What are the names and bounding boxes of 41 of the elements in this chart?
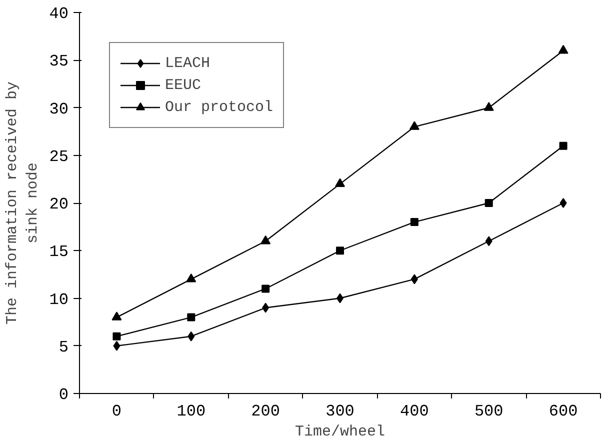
y-tick-label: 20	[49, 196, 68, 214]
point	[484, 102, 494, 111]
point	[484, 199, 493, 207]
point	[262, 284, 270, 293]
point	[335, 178, 345, 188]
y-tick-label: 10	[49, 290, 68, 309]
x-tick-label: 300	[326, 402, 354, 420]
x-tick-label: 400	[400, 402, 429, 420]
x-axis-title: Time/wheel	[294, 424, 386, 440]
point	[336, 246, 344, 255]
y-axis-title: The information received by sink node	[4, 81, 42, 325]
point	[262, 302, 270, 313]
point	[410, 274, 418, 284]
point	[186, 274, 196, 282]
x-tick-label: 0	[112, 402, 122, 420]
y-tick-label: 35	[49, 52, 68, 71]
point	[410, 218, 418, 226]
y-tick-label: 15	[49, 243, 68, 262]
point	[485, 236, 492, 246]
point	[260, 235, 271, 244]
point	[112, 332, 121, 340]
y-tick-label: 25	[49, 148, 68, 166]
point	[112, 312, 122, 320]
point	[558, 44, 568, 54]
legend-label: LEACH	[165, 54, 210, 72]
legend-label: EEUC	[165, 76, 202, 94]
x-tick-label: 200	[251, 402, 280, 420]
y-tick-label: 30	[49, 100, 68, 118]
point	[187, 313, 196, 322]
y-tick-label: 40	[49, 5, 68, 23]
point	[409, 121, 420, 130]
point	[559, 142, 568, 150]
legend-label: Our protocol	[165, 98, 274, 116]
x-tick-label: 500	[474, 402, 504, 420]
point	[188, 331, 195, 342]
point	[113, 340, 120, 351]
x-tick-label: 100	[176, 402, 206, 420]
y-tick-label: 5	[58, 338, 69, 356]
point	[560, 198, 567, 208]
x-tick-label: 600	[548, 402, 578, 420]
y-tick-label: 0	[58, 386, 69, 404]
